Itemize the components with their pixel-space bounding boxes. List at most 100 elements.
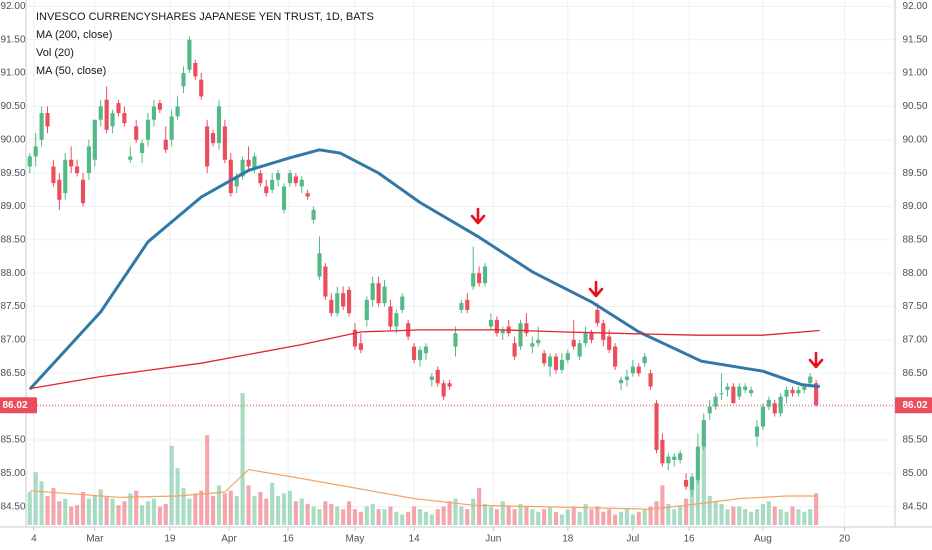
volume-bar <box>246 485 251 525</box>
last-price-label: 86.02 <box>2 400 27 411</box>
candle-body <box>116 103 121 114</box>
volume-bar <box>512 509 517 525</box>
candle-body <box>571 339 576 347</box>
y-tick-label: 86.50 <box>902 368 927 379</box>
candle-body <box>157 103 162 110</box>
candle-body <box>607 336 612 350</box>
volume-bar <box>553 511 559 525</box>
volume-bar <box>252 495 257 525</box>
candle-body <box>494 319 499 334</box>
candle-body <box>240 159 245 177</box>
candle-body <box>69 159 74 167</box>
y-tick-label: 90.50 <box>902 101 927 112</box>
candle-body <box>796 389 801 394</box>
y-tick-label: 84.50 <box>0 501 25 512</box>
volume-bar <box>701 445 706 525</box>
candle-body <box>719 393 724 395</box>
volume-bar <box>713 501 718 525</box>
volume-bar <box>181 488 186 525</box>
volume-bar <box>376 509 381 525</box>
candle-body <box>370 283 375 300</box>
candle-body <box>51 166 56 184</box>
x-tick-label: Apr <box>221 534 237 545</box>
candle-body <box>772 403 777 414</box>
y-tick-label: 85.50 <box>0 435 25 446</box>
y-tick-label: 87.00 <box>902 335 927 346</box>
y-tick-label: 89.50 <box>0 168 25 179</box>
candle-body <box>423 346 428 354</box>
candle-body <box>595 309 600 324</box>
last-price-badge <box>0 397 37 414</box>
candle-body <box>258 173 263 184</box>
candle-body <box>128 156 133 160</box>
volume-bar <box>731 506 736 525</box>
candle-body <box>305 193 310 197</box>
candle-body <box>808 376 813 384</box>
volume-bar <box>299 498 304 525</box>
volume-bar <box>412 506 417 525</box>
candle-body <box>400 296 405 310</box>
candle-body <box>678 453 683 460</box>
volume-bar <box>790 506 795 525</box>
volume-bar <box>358 511 363 525</box>
candle-body <box>122 113 127 124</box>
candle-body <box>530 343 535 347</box>
y-tick-label: 88.50 <box>902 234 927 245</box>
volume-bar <box>630 514 635 525</box>
y-tick-label: 85.00 <box>902 468 927 479</box>
volume-bar <box>281 493 287 525</box>
candle-body <box>151 106 157 120</box>
volume-bar <box>784 511 789 525</box>
candle-body <box>417 349 423 360</box>
volume-bar <box>222 493 227 525</box>
volume-bar <box>205 435 210 525</box>
volume-bar <box>666 503 671 525</box>
volume-bar <box>471 498 476 525</box>
candle-body <box>589 333 594 340</box>
volume-bar <box>264 498 269 525</box>
candle-body <box>536 339 541 344</box>
candle-body <box>465 299 470 310</box>
x-tick-label: Jun <box>485 534 501 545</box>
candle-body <box>39 113 44 140</box>
volume-bar <box>754 509 760 525</box>
y-tick-label: 91.00 <box>902 68 927 79</box>
volume-bar <box>388 506 393 525</box>
volume-bar <box>536 511 541 525</box>
candle-body <box>199 79 204 97</box>
candle-body <box>689 476 695 490</box>
candle-body <box>311 209 316 220</box>
candle-body <box>382 286 387 304</box>
candle-body <box>766 399 771 407</box>
volume-bar <box>589 509 594 525</box>
candle-body <box>293 176 298 184</box>
candle-body <box>482 266 488 284</box>
candle-body <box>524 323 529 334</box>
volume-bar <box>317 509 322 525</box>
y-tick-label: 92.00 <box>0 1 25 12</box>
candle-body <box>145 119 151 140</box>
volume-bar <box>163 503 168 525</box>
volume-bar <box>75 505 80 525</box>
arrow <box>808 351 824 369</box>
y-tick-label: 91.50 <box>902 34 927 45</box>
candle-body <box>264 186 269 194</box>
y-tick-label: 89.50 <box>902 168 927 179</box>
volume-bar <box>323 501 328 525</box>
volume-bar <box>459 506 464 525</box>
candle-body <box>299 179 304 187</box>
candle-body <box>57 179 62 200</box>
volume-bar <box>80 492 86 525</box>
volume-bar <box>51 488 56 525</box>
volume-bar <box>429 514 434 525</box>
volume-bar <box>240 393 245 525</box>
volume-bar <box>157 506 162 525</box>
volume-bar <box>341 509 346 525</box>
last-price-badge <box>895 397 932 414</box>
candle-body <box>412 346 417 360</box>
volume-bar <box>305 503 310 525</box>
volume-bar <box>57 501 62 525</box>
candle-body <box>187 39 192 70</box>
volume-bar <box>329 503 334 525</box>
